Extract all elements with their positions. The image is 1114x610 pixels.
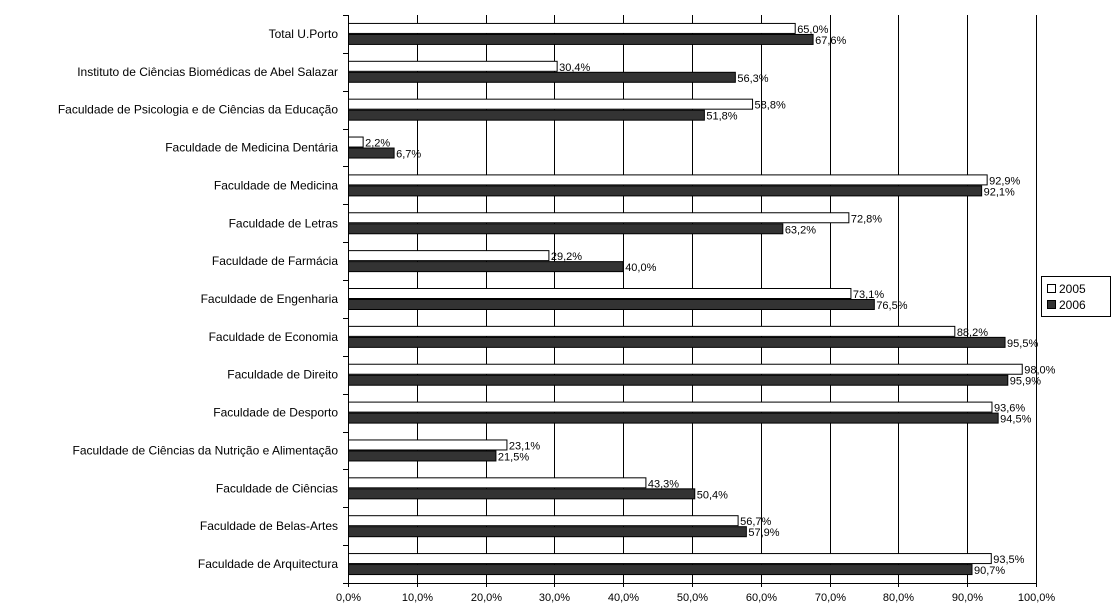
bar-2006 — [348, 564, 973, 576]
data-label-2006: 50,4% — [697, 489, 728, 501]
category-label: Faculdade de Medicina — [214, 178, 338, 192]
bar-2005 — [348, 212, 850, 224]
bar-2005 — [348, 174, 988, 186]
x-tick-label: 80,0% — [883, 592, 914, 604]
category-label: Faculdade de Belas-Artes — [200, 519, 338, 533]
legend: 2005 2006 — [1041, 276, 1111, 317]
legend-swatch-2006 — [1047, 300, 1056, 309]
bar-2005 — [348, 136, 364, 148]
category-label: Total U.Porto — [269, 27, 339, 41]
bar-2005 — [348, 439, 508, 451]
bar-2006 — [348, 223, 784, 235]
bar-2006 — [348, 299, 875, 310]
bar-2006 — [348, 488, 696, 500]
legend-label-2006: 2006 — [1059, 298, 1086, 312]
x-tick-label: 0,0% — [336, 592, 361, 604]
bar-2006 — [348, 374, 1009, 386]
category-label: Faculdade de Direito — [227, 368, 338, 382]
data-label-2005: 30,4% — [559, 62, 590, 74]
category-label: Faculdade de Arquitectura — [198, 557, 338, 571]
data-label-2005: 92,9% — [989, 175, 1020, 187]
x-tick-label: 90,0% — [952, 592, 983, 604]
bar-2005 — [348, 60, 558, 72]
category-label: Faculdade de Farmácia — [212, 254, 338, 268]
category-label: Faculdade de Psicologia e de Ciências da… — [58, 103, 339, 117]
x-tick-label: 50,0% — [677, 592, 708, 604]
axes — [343, 15, 1037, 587]
bar-2006 — [348, 412, 999, 424]
data-label-2006: 57,9% — [748, 527, 779, 539]
data-label-2005: 73,1% — [853, 289, 884, 301]
category-label: Instituto de Ciências Biomédicas de Abel… — [77, 65, 338, 79]
data-label-2005: 98,0% — [1024, 365, 1055, 377]
bar-2006 — [348, 450, 497, 462]
data-label-2005: 58,8% — [755, 100, 786, 112]
data-label-2006: 76,5% — [876, 300, 907, 312]
bar-2006 — [348, 71, 736, 83]
labels: 0,0% 10,0% 20,0% 30,0% 40,0% 50,0% 60,0% 70,0% 8… — [58, 24, 1056, 604]
data-label-2006: 94,5% — [1000, 414, 1031, 426]
data-label-2006: 95,5% — [1007, 338, 1038, 350]
data-label-2006: 51,8% — [706, 111, 737, 123]
x-tick-label: 30,0% — [539, 592, 570, 604]
x-tick-label: 20,0% — [471, 592, 502, 604]
data-label-2005: 2,2% — [365, 138, 390, 150]
category-label: Faculdade de Medicina Dentária — [165, 141, 338, 155]
data-label-2006: 21,5% — [498, 451, 529, 463]
x-tick-label: 10,0% — [402, 592, 433, 604]
bar-2005 — [348, 22, 796, 34]
category-label: Faculdade de Ciências — [216, 481, 338, 495]
data-label-2006: 95,9% — [1010, 376, 1041, 388]
category-label: Faculdade de Desporto — [213, 406, 338, 420]
data-label-2006: 63,2% — [785, 224, 816, 236]
data-label-2006: 56,3% — [737, 73, 768, 85]
bar-2006 — [348, 33, 814, 45]
data-label-2005: 29,2% — [551, 251, 582, 263]
bar-2005 — [348, 288, 852, 299]
x-tick-label: 70,0% — [815, 592, 846, 604]
data-label-2006: 40,0% — [625, 262, 656, 274]
data-label-2006: 90,7% — [974, 565, 1005, 577]
x-tick-label: 100,0% — [1018, 592, 1056, 604]
category-label: Faculdade de Ciências da Nutrição e Alim… — [73, 443, 339, 457]
bars — [348, 22, 1023, 576]
bar-2005 — [348, 553, 992, 565]
legend-label-2005: 2005 — [1059, 282, 1086, 296]
data-label-2005: 93,5% — [993, 554, 1024, 566]
data-label-2005: 88,2% — [957, 327, 988, 339]
bar-2005 — [348, 477, 647, 489]
bar-2005 — [348, 515, 739, 527]
bar-2006 — [348, 526, 747, 538]
data-label-2005: 72,8% — [851, 213, 882, 225]
data-label-2006: 67,6% — [815, 35, 846, 47]
bar-2006 — [348, 185, 983, 197]
data-label-2006: 92,1% — [984, 186, 1015, 198]
bar-2005 — [348, 325, 956, 337]
data-label-2005: 65,0% — [797, 24, 828, 36]
category-label: Faculdade de Economia — [209, 330, 339, 344]
category-label: Faculdade de Letras — [229, 216, 338, 230]
data-label-2005: 23,1% — [509, 440, 540, 452]
x-tick-label: 60,0% — [746, 592, 777, 604]
category-label: Faculdade de Engenharia — [201, 292, 339, 306]
bar-2005 — [348, 250, 550, 262]
x-tick-label: 40,0% — [608, 592, 639, 604]
data-label-2005: 43,3% — [648, 478, 679, 490]
bar-2006 — [348, 336, 1006, 348]
data-label-2006: 6,7% — [396, 149, 421, 161]
bar-2005 — [348, 401, 993, 413]
bar-2006 — [348, 109, 705, 121]
bar-2005 — [348, 98, 754, 110]
data-label-2005: 56,7% — [740, 516, 771, 528]
legend-swatch-2005 — [1047, 284, 1056, 293]
legend-box — [1041, 276, 1111, 317]
bar-2005 — [348, 363, 1023, 375]
data-label-2005: 93,6% — [994, 403, 1025, 415]
